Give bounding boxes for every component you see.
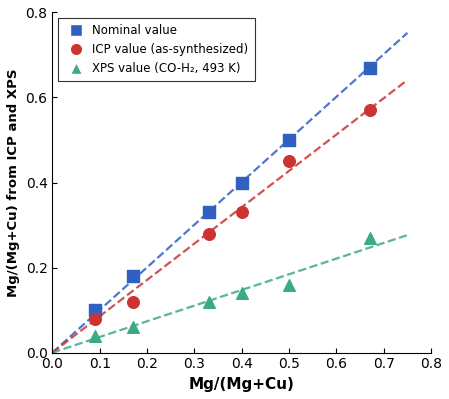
Point: [238, 209, 245, 215]
Point: [92, 307, 99, 313]
Legend: Nominal value, ICP value (as-synthesized), XPS value (CO-H₂, 493 K): Nominal value, ICP value (as-synthesized…: [58, 18, 255, 81]
Y-axis label: Mg/(Mg+Cu) from ICP and XPS: Mg/(Mg+Cu) from ICP and XPS: [7, 68, 20, 297]
Point: [129, 298, 136, 305]
Point: [238, 179, 245, 186]
Point: [238, 290, 245, 296]
Point: [205, 209, 212, 215]
Point: [366, 235, 373, 241]
Point: [92, 332, 99, 339]
Point: [286, 281, 293, 288]
Point: [366, 65, 373, 71]
Point: [286, 158, 293, 164]
Point: [92, 316, 99, 322]
Point: [205, 230, 212, 237]
Point: [286, 137, 293, 143]
X-axis label: Mg/(Mg+Cu): Mg/(Mg+Cu): [189, 377, 295, 392]
Point: [205, 298, 212, 305]
Point: [129, 324, 136, 330]
Point: [366, 107, 373, 113]
Point: [129, 273, 136, 279]
